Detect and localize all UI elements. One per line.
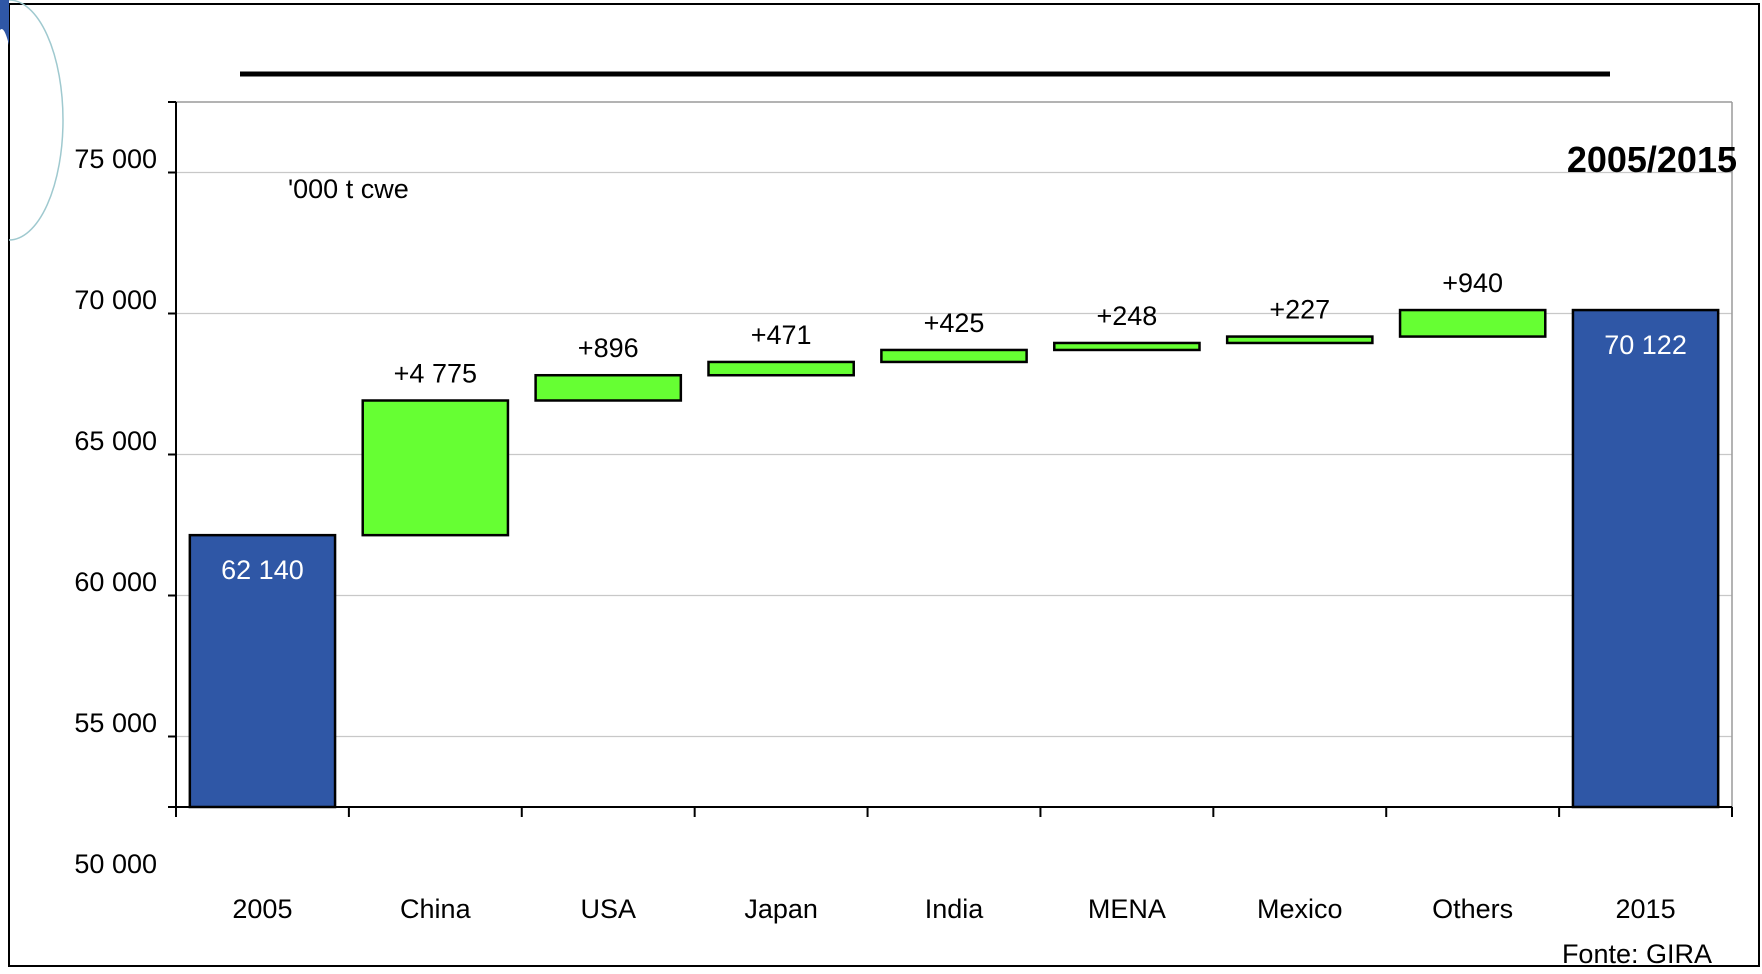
delta-value-label: +248 — [1096, 301, 1157, 331]
y-tick-label: 60 000 — [74, 567, 157, 597]
delta-value-label: +4 775 — [394, 358, 477, 388]
x-tick-label: Mexico — [1257, 894, 1343, 924]
y-tick-label: 65 000 — [74, 426, 157, 456]
x-axis-tick-labels: 2005 China USA Japan India MENA Mexico Others 20… — [232, 894, 1675, 924]
x-tick-label: China — [400, 894, 472, 924]
x-tick-label: Japan — [744, 894, 818, 924]
slide-corner-shade — [0, 0, 9, 45]
y-tick-label: 70 000 — [74, 285, 157, 315]
period-label: 2005/2015 — [1567, 139, 1737, 180]
delta-value-label: +227 — [1269, 295, 1330, 325]
y-axis-tick-labels: 75 000 70 000 65 000 60 000 55 000 50 000 — [74, 144, 157, 879]
delta-bar — [1053, 341, 1201, 352]
x-tick-label: India — [925, 894, 985, 924]
x-tick-label: MENA — [1088, 894, 1166, 924]
delta-value-label: +425 — [924, 308, 985, 338]
source-label: Fonte: GIRA — [1562, 939, 1712, 969]
delta-bar — [534, 373, 683, 402]
x-tick-label: 2015 — [1616, 894, 1676, 924]
x-tick-label: 2005 — [232, 894, 292, 924]
total-value-label: 70 122 — [1604, 330, 1687, 360]
y-tick-label: 75 000 — [74, 144, 157, 174]
slide-border — [8, 3, 1760, 967]
unit-label: '000 t cwe — [288, 174, 409, 204]
delta-bar — [1225, 335, 1374, 345]
x-tick-label: USA — [580, 894, 636, 924]
delta-value-label: +471 — [751, 320, 812, 350]
data-labels: 62 140 +4 775 +896 +471 +425 +248 +227 +940 70 1… — [221, 268, 1687, 585]
y-tick-label: 55 000 — [74, 708, 157, 738]
total-bar — [188, 533, 337, 809]
delta-value-label: +896 — [578, 333, 639, 363]
x-tick-label: Others — [1432, 894, 1513, 924]
delta-value-label: +940 — [1442, 268, 1503, 298]
y-tick-label: 50 000 — [74, 849, 157, 879]
delta-bar — [361, 399, 510, 537]
delta-bar — [1398, 308, 1547, 338]
total-value-label: 62 140 — [221, 555, 304, 585]
delta-bar — [880, 348, 1028, 364]
delta-bar — [707, 360, 855, 377]
slide-corner-arc — [8, 0, 64, 241]
axes — [168, 101, 1733, 817]
total-bar — [1571, 308, 1720, 809]
bars — [188, 308, 1720, 809]
